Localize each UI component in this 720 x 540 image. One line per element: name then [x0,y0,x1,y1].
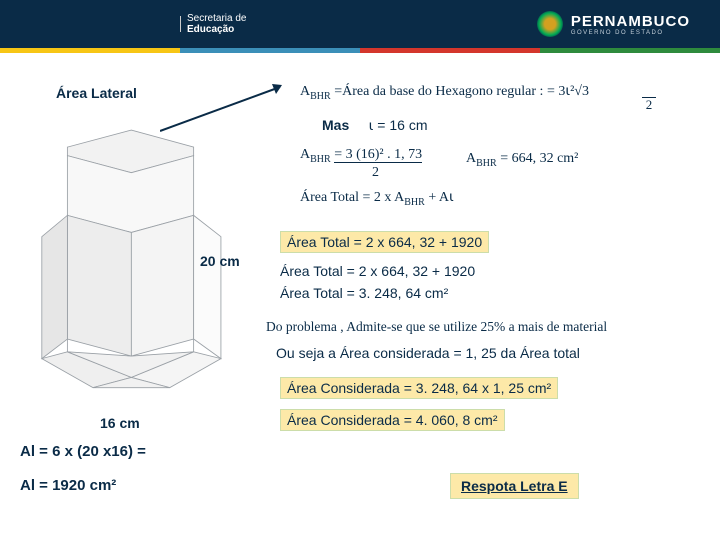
dimension-16cm: 16 cm [100,415,140,431]
content-area: Área Lateral 20 cm 16 cm Al = 6 x (20 x1… [0,53,720,540]
brand-name: PERNAMBUCO [571,13,690,30]
dimension-20cm: 20 cm [200,253,240,269]
abhr-definition: ABHR =Área da base do Hexagono regular :… [300,83,589,102]
al-result: Al = 1920 cm² [20,477,116,494]
header-right: PERNAMBUCO GOVERNO DO ESTADO [537,11,690,37]
mas-line: Mas ꙇ = 16 cm [322,117,428,134]
educacao-label: Educação [187,24,246,35]
considerada-1: Área Considerada = 3. 248, 64 x 1, 25 cm… [280,377,558,399]
secretaria-block: Secretaria de Educação [187,13,246,35]
brand-sub: GOVERNO DO ESTADO [571,30,690,36]
resposta: Respota Letra E [450,473,579,499]
abhr-calc: ABHR = 3 (16)² . 1, 73 2 [300,147,422,181]
area-total-formula: Área Total = 2 x ABHR + Aꙇ [300,189,454,208]
header-left: Secretaria de Educação [180,13,246,35]
brand-block: PERNAMBUCO GOVERNO DO ESTADO [571,13,690,36]
area-total-step1: Área Total = 2 x 664, 32 + 1920 [280,231,489,253]
divider [180,16,181,32]
area-total-step2: Área Total = 2 x 664, 32 + 1920 [280,263,475,279]
problema-text: Do problema , Admite-se que se utilize 2… [266,319,607,335]
crest-icon [537,11,563,37]
al-formula: Al = 6 x (20 x16) = [20,443,146,460]
abhr-calc-result: ABHR = 664, 32 cm² [466,151,578,169]
ou-seja-text: Ou seja a Área considerada = 1, 25 da Ár… [276,345,580,361]
area-total-result: Área Total = 3. 248, 64 cm² [280,285,448,301]
header-bar: Secretaria de Educação PERNAMBUCO GOVERN… [0,0,720,48]
area-lateral-label: Área Lateral [56,85,137,101]
abhr-fraction: 2 [642,83,656,111]
secretaria-label: Secretaria de [187,13,246,24]
considerada-2: Área Considerada = 4. 060, 8 cm² [280,409,505,431]
